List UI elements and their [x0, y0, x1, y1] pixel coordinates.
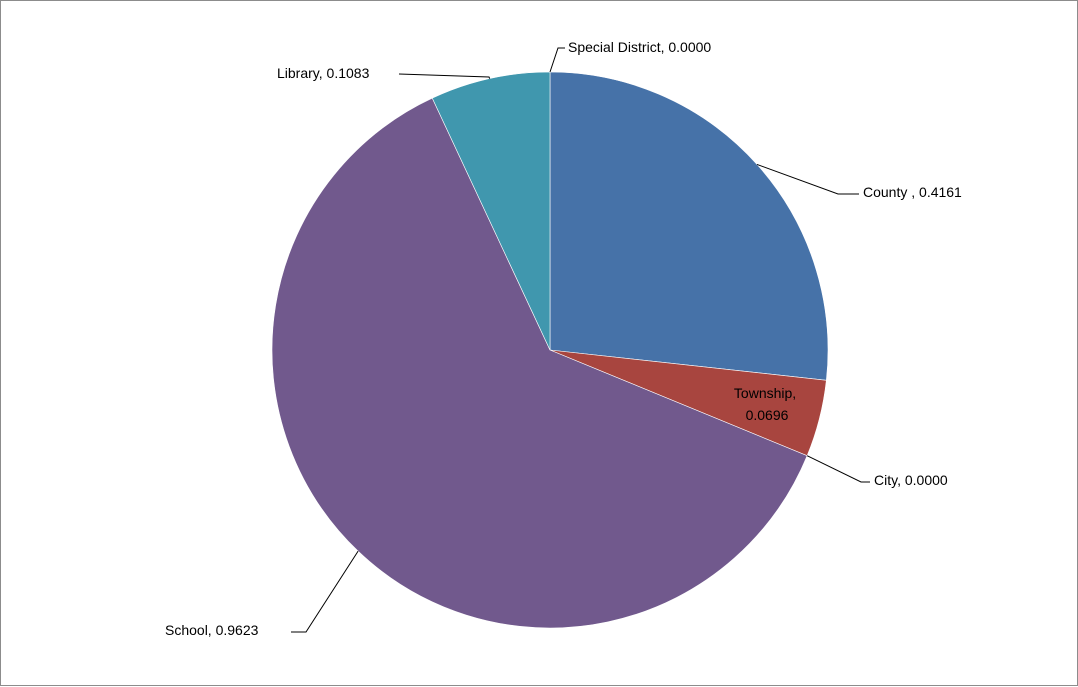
- leader-line-special-district: [549, 47, 565, 73]
- data-labels: County , 0.4161 Township, 0.0696 City, 0…: [165, 39, 962, 638]
- leader-line-school: [291, 550, 359, 633]
- data-label-township-line-2: 0.0696: [746, 407, 789, 423]
- data-label-city: City, 0.0000: [874, 472, 948, 488]
- data-label-township-line-1: Township,: [734, 385, 796, 401]
- leader-line-library: [398, 73, 491, 79]
- leader-lines: [291, 47, 870, 633]
- data-label-school: School, 0.9623: [165, 622, 259, 638]
- pie-slice-library: [431, 71, 551, 351]
- data-label-township: Township, 0.0696: [734, 385, 800, 423]
- data-label-county: County , 0.4161: [863, 184, 962, 200]
- data-label-library: Library, 0.1083: [277, 65, 370, 81]
- pie-slice-county: [549, 71, 829, 381]
- leader-line-county: [756, 163, 859, 195]
- pie-slices: [271, 71, 829, 629]
- leader-line-city: [806, 455, 870, 483]
- data-label-special-district: Special District, 0.0000: [568, 39, 711, 55]
